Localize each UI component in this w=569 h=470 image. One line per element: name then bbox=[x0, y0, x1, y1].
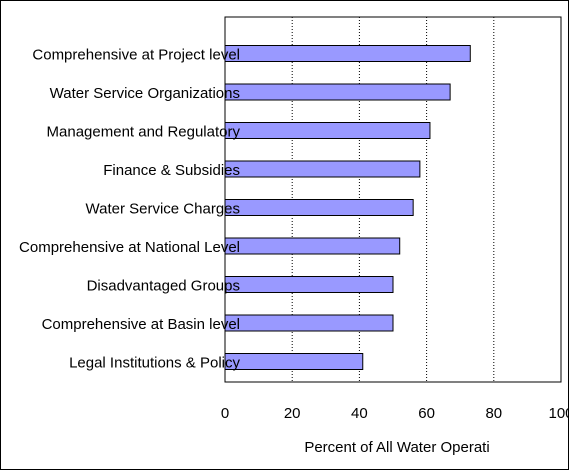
category-label: Disadvantaged Groups bbox=[87, 278, 240, 295]
category-label: Water Service Organizations bbox=[50, 85, 240, 102]
bars bbox=[224, 45, 471, 370]
x-tick-label: 20 bbox=[284, 405, 301, 422]
x-tick-label: 80 bbox=[485, 405, 502, 422]
bar-4 bbox=[224, 199, 414, 216]
category-label: Legal Institutions & Policy bbox=[69, 355, 240, 372]
category-label: Management and Regulatory bbox=[47, 124, 241, 141]
x-tick-label: 0 bbox=[221, 405, 229, 422]
bar-2 bbox=[224, 122, 431, 139]
category-label: Comprehensive at Project level bbox=[32, 47, 240, 64]
bar-7 bbox=[224, 314, 394, 332]
category-label: Finance & Subsidies bbox=[103, 162, 240, 179]
bar-0 bbox=[224, 45, 471, 62]
bar-8 bbox=[224, 353, 364, 370]
bar-3 bbox=[224, 160, 421, 178]
x-tick-label: 60 bbox=[418, 405, 435, 422]
category-label: Comprehensive at National Level bbox=[19, 239, 240, 256]
x-axis-tick-labels: 0 20 40 60 80 100 bbox=[221, 405, 569, 422]
x-tick-label: 40 bbox=[351, 405, 368, 422]
x-axis-title: Percent of All Water Operati bbox=[304, 439, 489, 456]
x-tick-label: 100 bbox=[548, 405, 569, 422]
bar-5 bbox=[224, 237, 401, 255]
gridlines bbox=[291, 17, 495, 382]
plot-area-frame bbox=[224, 16, 562, 383]
category-labels: Comprehensive at Project level Water Serv… bbox=[19, 47, 240, 372]
category-label: Water Service Charges bbox=[86, 201, 241, 218]
bar-6 bbox=[224, 276, 394, 293]
bar-1 bbox=[224, 83, 451, 101]
category-label: Comprehensive at Basin level bbox=[42, 316, 240, 333]
